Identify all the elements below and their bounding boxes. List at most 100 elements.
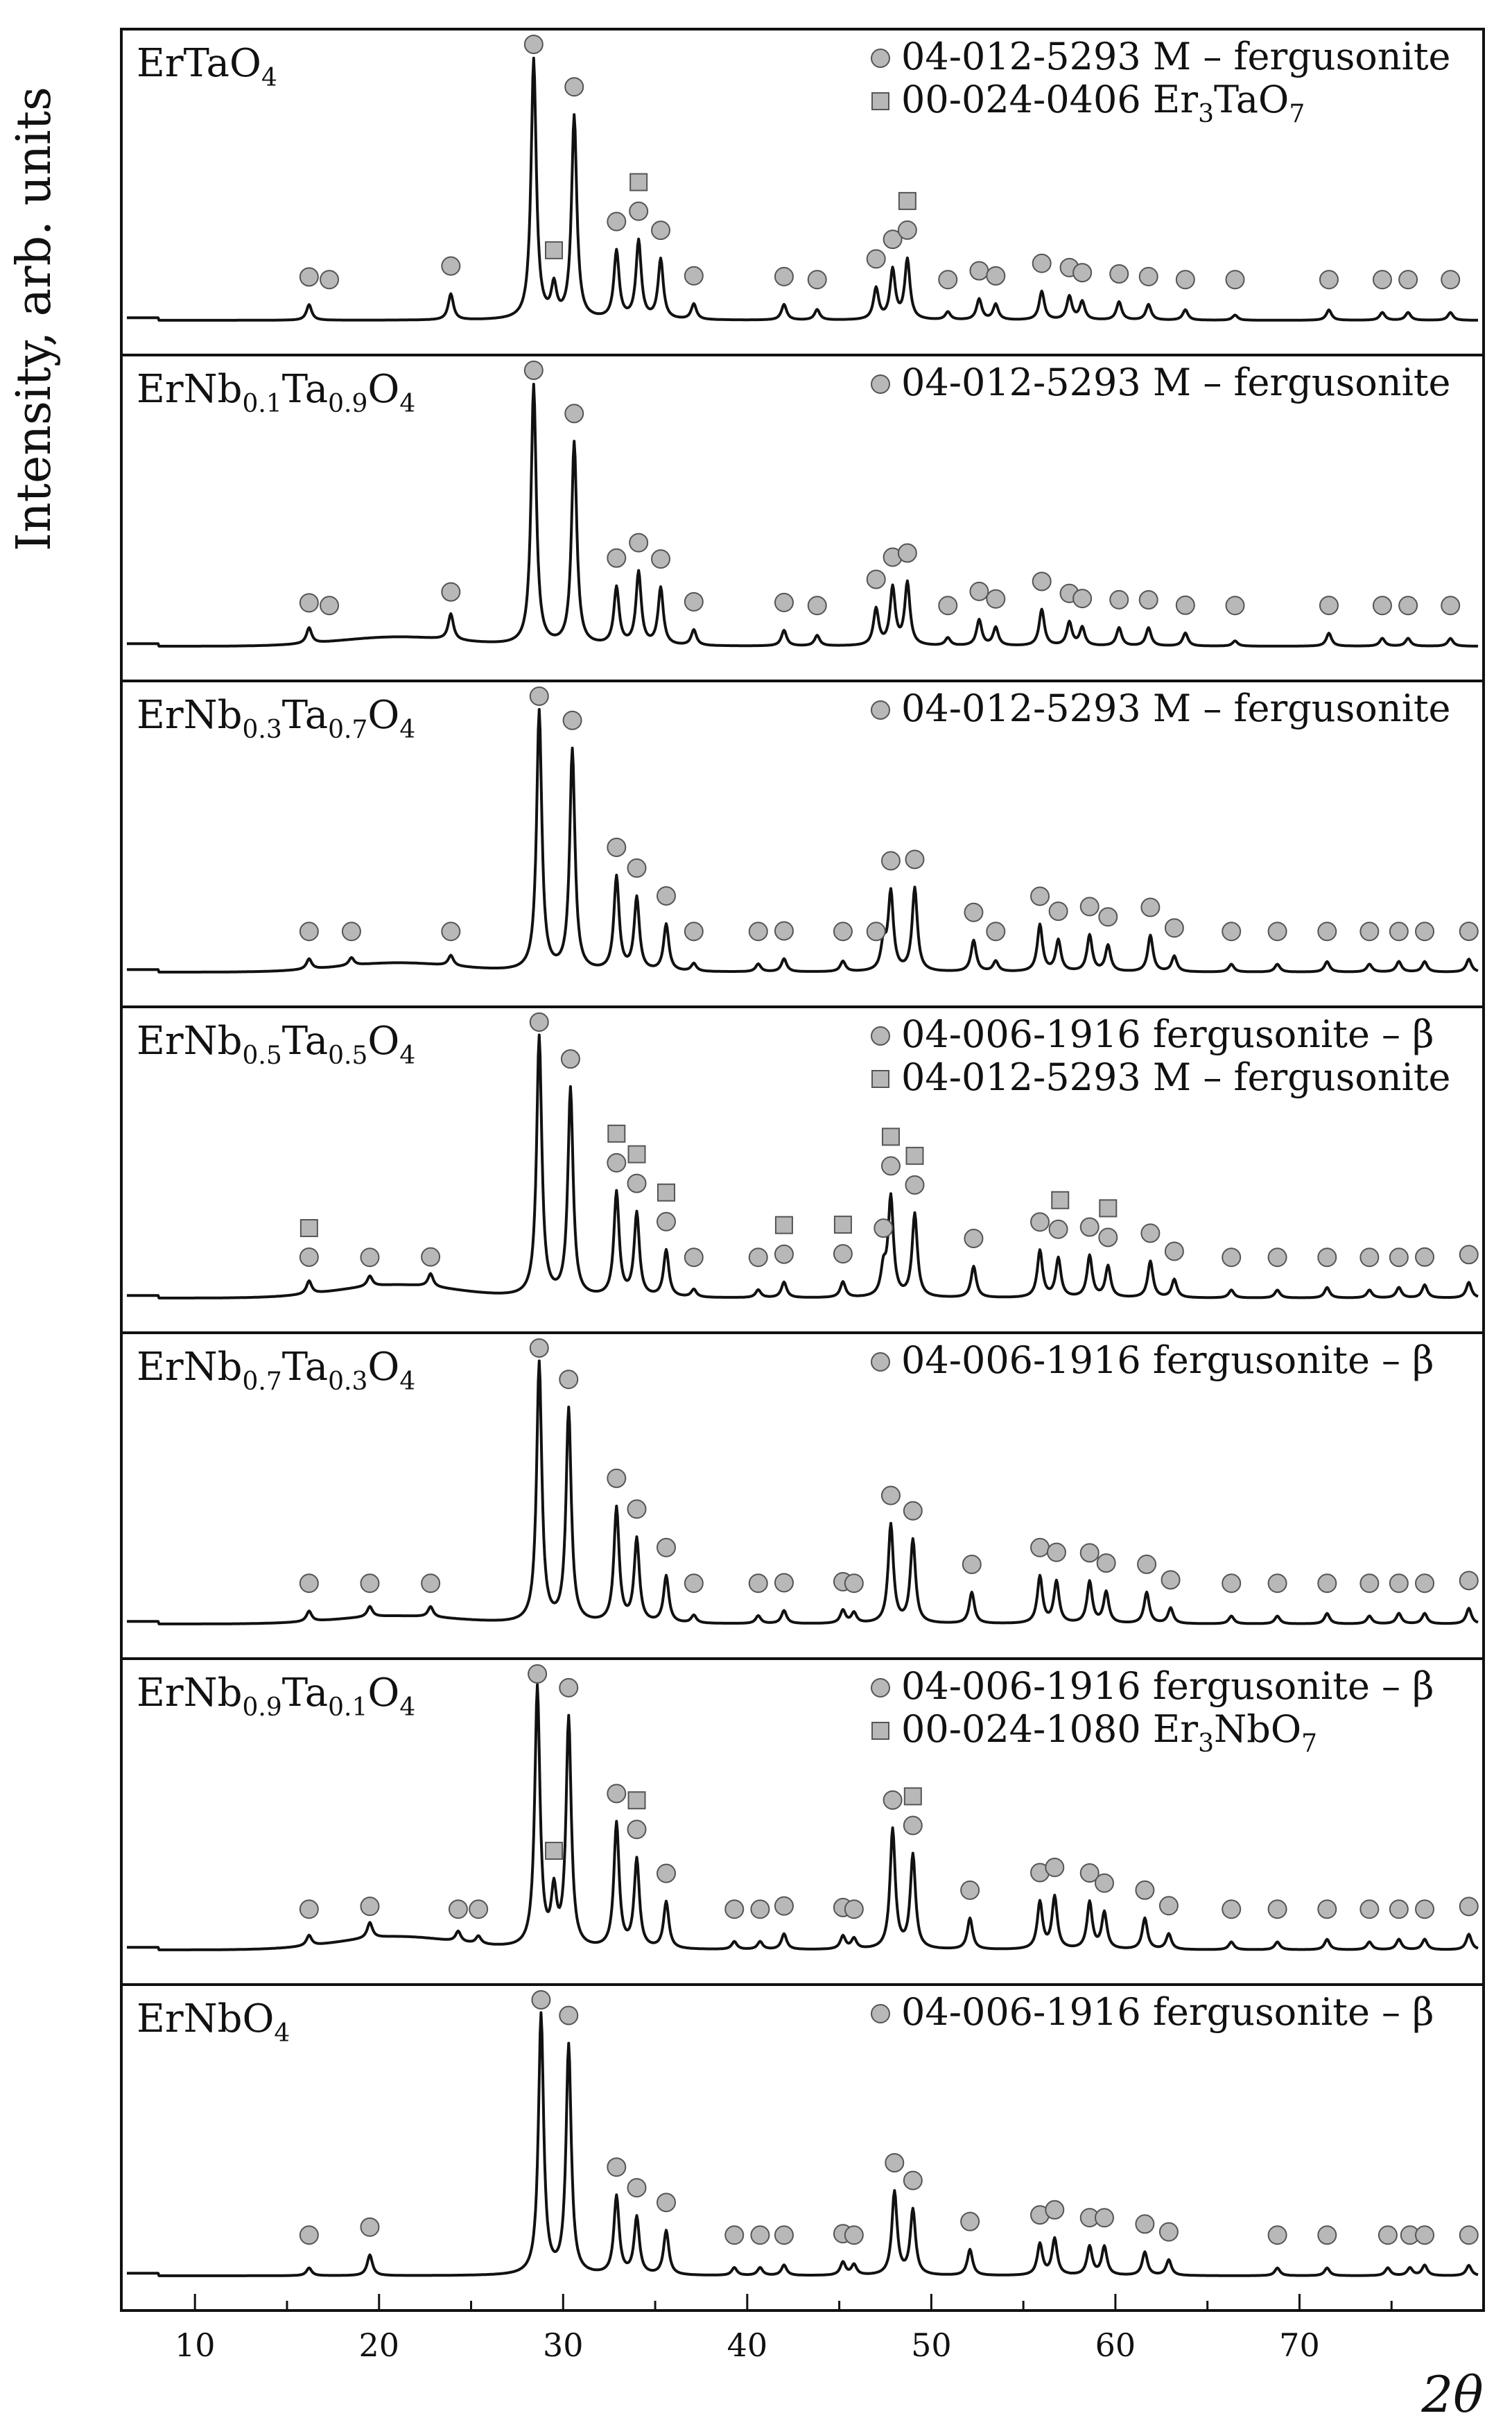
phase-marker-circle [1175,595,1195,615]
phase-marker-circle [1267,922,1287,942]
panel-frame [120,1983,1485,2312]
panel-label-part: 0.1 [328,1693,367,1722]
phase-marker-square [627,1791,646,1810]
phase-marker-circle [1140,1223,1161,1243]
phase-marker-circle [1267,1899,1287,1919]
phase-marker-circle [874,1218,894,1238]
panels-group: ErTaO4 04-012-5293 M – fergusonite00-024-… [120,28,1485,2312]
phase-marker-circle [1079,1863,1100,1883]
phase-marker-circle [969,261,989,281]
phase-marker-circle [1415,1899,1435,1919]
phase-marker-circle [607,1152,627,1173]
phase-marker-circle [774,1573,794,1593]
phase-marker-circle [880,851,901,871]
phase-marker-circle [360,1247,380,1268]
phase-marker-circle [531,1990,551,2010]
phase-marker-circle [421,1247,441,1267]
phase-marker-circle [883,230,903,250]
phase-marker-circle [1319,596,1339,616]
xrd-pattern-line [126,1033,1479,1299]
phase-marker-circle [897,220,917,240]
panel-label-part: ErNb [137,693,243,738]
phase-marker-circle [986,589,1006,609]
phase-marker-square [545,241,564,259]
xrd-pattern-line [126,708,1479,974]
legend-marker-circle [871,1026,890,1046]
phase-marker-circle [1317,1899,1337,1919]
legend-marker-circle [871,1352,890,1372]
legend-entry-part: 04-006-1916 fergusonite – β [901,1012,1434,1056]
panel-label-part: Ta [282,1345,328,1390]
panel-label-part: 0.9 [243,1693,282,1722]
panel-label-part: Ta [282,693,328,738]
panel-label-part: 4 [399,716,415,744]
phase-marker-circle [833,922,853,942]
panel-label-part: 0.7 [328,716,367,744]
phase-marker-circle [627,1820,647,1840]
phase-marker-circle [523,35,544,54]
phase-marker-square [881,1128,900,1146]
phase-marker-circle [1359,1573,1380,1593]
phase-marker-circle [1415,922,1435,942]
phase-marker-circle [360,2217,380,2237]
panel-label-part: 4 [399,1367,415,1396]
legend-entry-part: 04-012-5293 M – fergusonite [901,686,1451,730]
x-tick-label: 10 [175,2326,216,2364]
legend-entry-part: 04-006-1916 fergusonite – β [901,1990,1434,2034]
legend-entry: 04-012-5293 M – fergusonite [901,1055,1451,1099]
legend-entry-part: NbO [1214,1707,1301,1751]
phase-marker-circle [866,569,886,589]
legend-marker-circle [871,700,890,720]
panel-label-part: 0.3 [243,716,282,744]
phase-marker-circle [559,2005,579,2026]
phase-marker-circle [807,270,827,290]
legend-entry-part: 3 [1198,1729,1214,1758]
xrd-pattern-line [126,383,1479,648]
phase-marker-circle [684,266,704,286]
panel-1: ErTaO4 04-012-5293 M – fergusonite00-024-… [120,28,1485,356]
phase-marker-circle [774,1244,794,1264]
phase-marker-circle [938,270,958,290]
x-axis-label: 2θ [1420,2365,1483,2424]
x-axis: 10 20 30 40 50 60 70 [175,2294,1393,2364]
phase-marker-circle [1045,2200,1065,2220]
panel-label-part: 0.7 [243,1367,282,1396]
panel-label-part: O [367,693,399,738]
panel-label-part: ErNbO [137,1996,274,2041]
panel-3: ErNb0.3Ta0.7O4 04-012-5293 M – fergusonit… [120,680,1485,1008]
phase-marker-circle [360,1897,380,1917]
phase-marker-circle [1459,1571,1479,1591]
phase-marker-circle [1032,571,1052,591]
phase-marker-circle [1032,253,1052,273]
phase-marker-circle [844,1573,864,1593]
panel-label-part: ErTaO [137,41,261,86]
panel-label: ErNbO4 [137,1996,290,2048]
phase-marker-circle [1317,1573,1337,1593]
panel-label: ErNb0.5Ta0.5O4 [137,1019,415,1070]
phase-marker-circle [1109,264,1129,284]
panel-label-part: O [367,1670,399,1716]
phase-marker-circle [1158,1896,1179,1916]
panel-label-part: O [367,1345,399,1390]
legend-marker-square [871,92,889,110]
phase-marker-circle [1164,1241,1184,1261]
phase-marker-circle [962,1555,982,1575]
phase-marker-circle [1098,1227,1118,1247]
phase-marker-circle [441,922,461,942]
phase-marker-circle [1225,270,1245,290]
phase-marker-circle [1389,1247,1409,1268]
phase-marker-circle [774,921,794,941]
xrd-pattern-line [126,56,1479,322]
phase-marker-circle [724,1899,745,1919]
phase-marker-circle [748,922,768,942]
phase-marker-circle [903,1501,923,1521]
y-axis-label: Intensity, arb. units [7,87,62,551]
x-tick-label: 30 [543,2326,584,2364]
phase-marker-circle [627,858,647,878]
phase-marker-circle [441,582,461,602]
phase-marker-circle [627,1499,647,1519]
phase-marker-circle [905,1175,925,1195]
phase-marker-circle [341,922,361,942]
phase-marker-circle [1222,922,1242,942]
x-tick-label: 70 [1279,2326,1320,2364]
